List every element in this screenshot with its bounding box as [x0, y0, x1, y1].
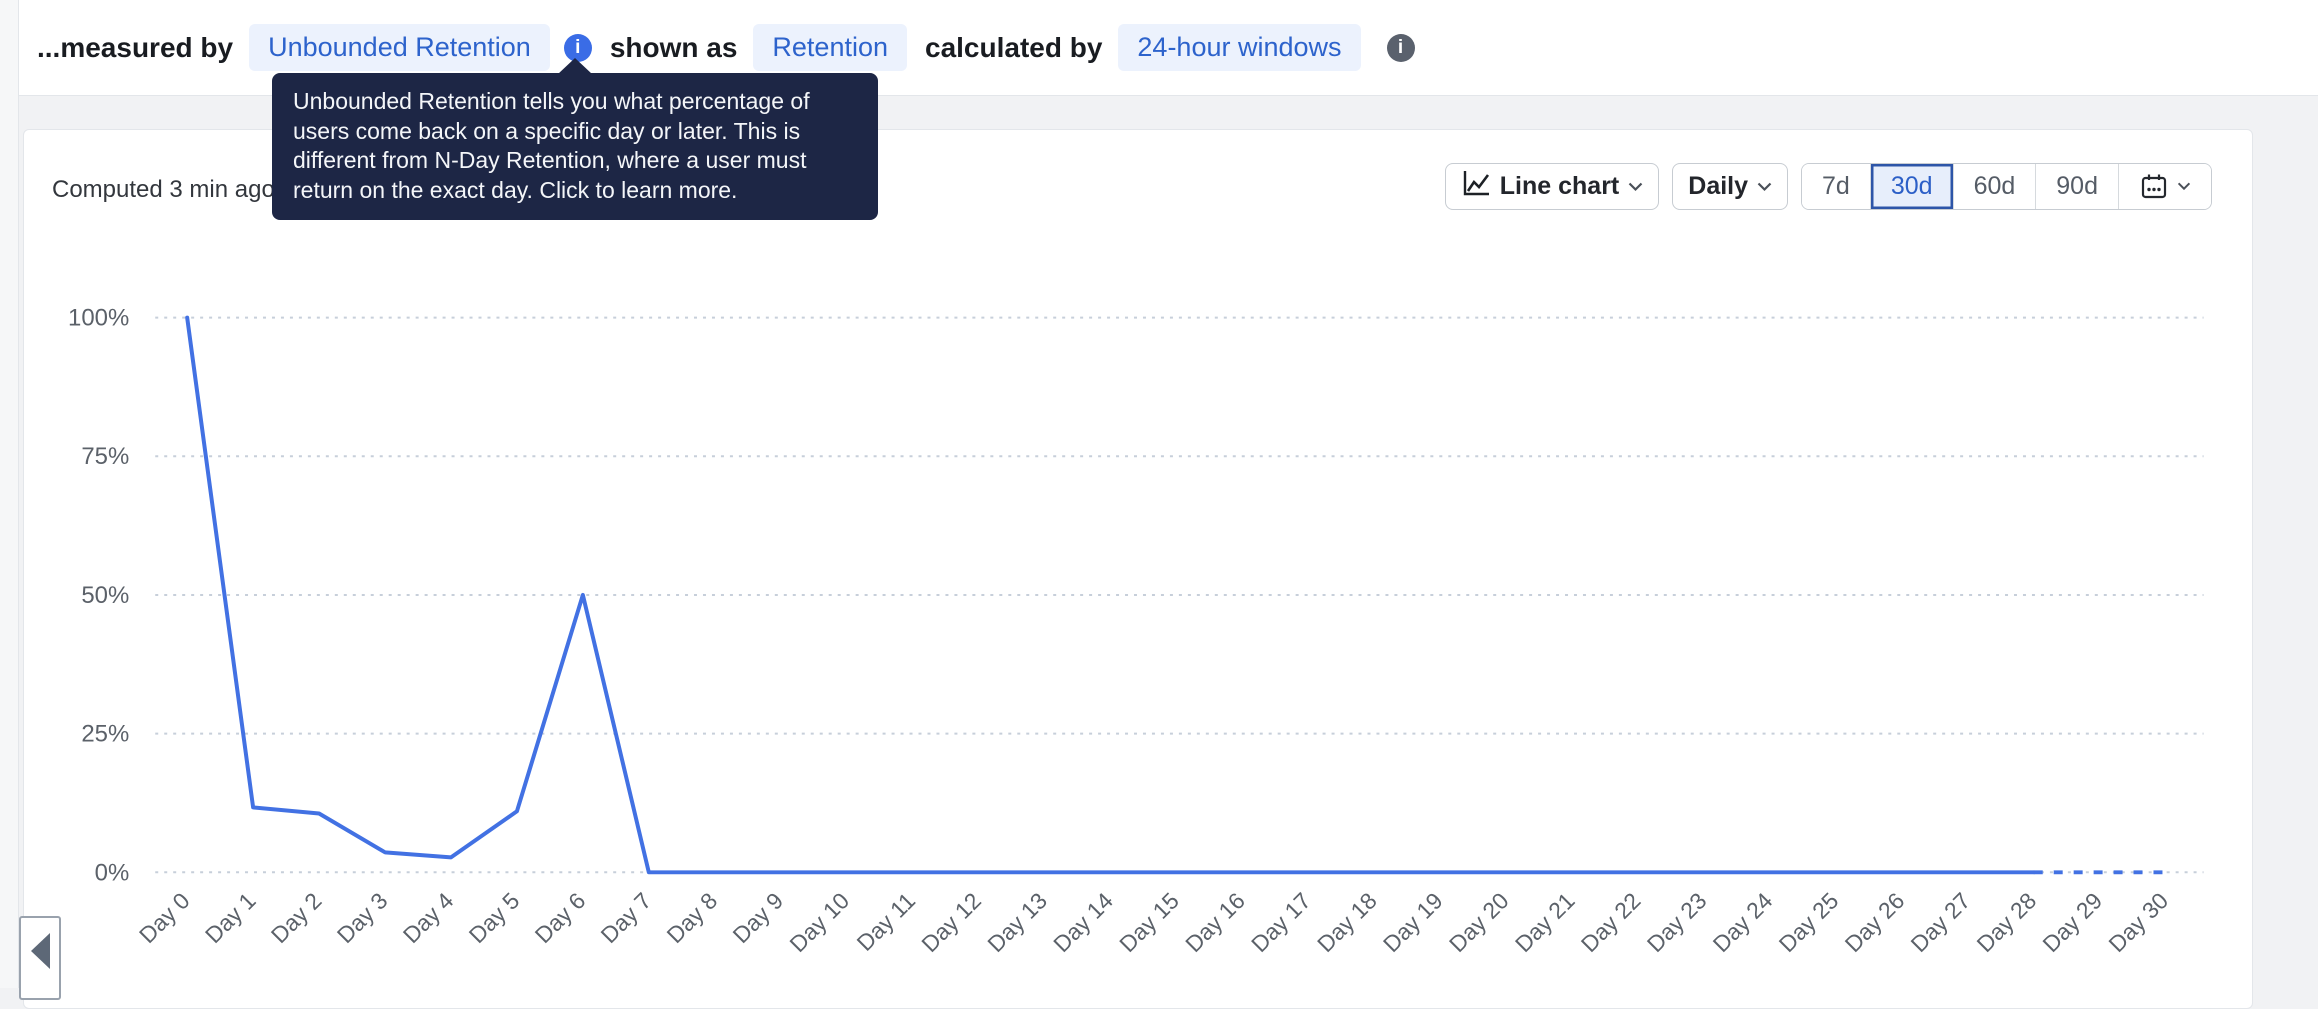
granularity-label: Daily [1688, 172, 1749, 200]
x-tick-label: Day 10 [784, 887, 854, 957]
tooltip-line: different from N-Day Retention, where a … [293, 147, 807, 173]
range-button-30d[interactable]: 30d [1869, 164, 1953, 209]
tooltip-line: users come back on a specific day or lat… [293, 117, 801, 144]
chart-controls: Line chart Daily 7d 30d 60d 90d [1444, 163, 2212, 210]
info-icon[interactable]: i [1386, 33, 1415, 62]
x-tick-label: Day 9 [727, 887, 788, 948]
left-arrow-icon [30, 933, 50, 969]
x-tick-label: Day 30 [2103, 887, 2173, 957]
y-tick-label: 0% [95, 859, 130, 886]
calculated-by-label: calculated by [925, 31, 1103, 63]
x-tick-label: Day 28 [1972, 887, 2042, 957]
x-tick-label: Day 18 [1312, 887, 1382, 957]
x-tick-label: Day 5 [464, 887, 525, 948]
chart-type-button[interactable]: Line chart [1444, 163, 1660, 210]
measure-pill[interactable]: Unbounded Retention [249, 23, 550, 72]
x-tick-label: Day 25 [1774, 887, 1844, 957]
x-tick-label: Day 8 [662, 887, 723, 948]
x-tick-label: Day 29 [2037, 887, 2107, 957]
shown-as-pill[interactable]: Retention [753, 23, 907, 72]
range-button-7d[interactable]: 7d [1802, 164, 1870, 209]
y-tick-label: 100% [68, 305, 129, 332]
chart-type-label: Line chart [1499, 172, 1620, 200]
calendar-icon [2141, 174, 2167, 198]
x-tick-label: Day 3 [332, 887, 393, 948]
x-tick-label: Day 15 [1114, 887, 1184, 957]
tooltip-text: Unbounded Retention tells you what perce… [293, 87, 857, 205]
date-range-calendar-button[interactable] [2118, 164, 2211, 209]
chevron-down-icon [1628, 182, 1643, 191]
x-tick-label: Day 1 [200, 887, 261, 948]
x-tick-label: Day 16 [1180, 887, 1250, 957]
chevron-down-icon [2177, 182, 2191, 191]
info-icon[interactable]: i [563, 33, 592, 62]
x-tick-label: Day 20 [1444, 887, 1514, 957]
range-segmented-control: 7d 30d 60d 90d [1801, 163, 2212, 210]
x-tick-label: Day 2 [266, 887, 327, 948]
range-button-90d[interactable]: 90d [2035, 164, 2118, 209]
x-tick-label: Day 12 [916, 887, 986, 957]
x-tick-label: Day 21 [1510, 887, 1580, 957]
y-tick-label: 75% [81, 443, 129, 470]
x-tick-label: Day 24 [1708, 887, 1778, 957]
computed-status: Computed 3 min ago [52, 176, 275, 203]
x-tick-label: Day 17 [1246, 887, 1316, 957]
x-tick-label: Day 26 [1840, 887, 1910, 957]
x-tick-label: Day 22 [1576, 887, 1646, 957]
left-rail [0, 0, 19, 988]
chevron-down-icon [1757, 182, 1772, 191]
retention-line-chart: 0% 25% 50% 75% 100% Day 0 Day 1 Day 2 Day 3 Day 4… [68, 305, 2204, 957]
x-tick-label: Day 23 [1642, 887, 1712, 957]
x-tick-label: Day 14 [1048, 887, 1118, 957]
range-button-60d[interactable]: 60d [1952, 164, 2036, 209]
x-tick-label: Day 6 [530, 887, 591, 948]
measured-by-label: ...measured by [37, 31, 234, 63]
x-tick-label: Day 27 [1906, 887, 1976, 957]
retention-tooltip: Unbounded Retention tells you what perce… [272, 58, 878, 220]
granularity-button[interactable]: Daily [1672, 163, 1789, 210]
tooltip-line: Unbounded Retention tells you what perce… [293, 88, 810, 114]
tooltip-line: return on the exact day. Click to learn … [293, 176, 738, 203]
window-pill[interactable]: 24-hour windows [1118, 23, 1361, 72]
line-chart-icon [1461, 168, 1491, 205]
retention-line-solid [185, 315, 2036, 875]
chart-panel: Computed 3 min ago Line chart Daily 7d 30… [23, 129, 2253, 1009]
x-tick-label: Day 4 [398, 887, 459, 948]
tooltip-caret [558, 58, 592, 74]
shown-as-label: shown as [609, 31, 738, 63]
x-tick-label: Day 19 [1378, 887, 1448, 957]
x-tick-label: Day 0 [134, 887, 195, 948]
sidebar-collapse-button[interactable] [19, 916, 61, 1000]
y-tick-label: 50% [81, 582, 129, 609]
x-tick-label: Day 11 [852, 887, 921, 956]
x-tick-label: Day 13 [982, 887, 1052, 957]
x-tick-label: Day 7 [596, 887, 657, 948]
y-tick-label: 25% [81, 721, 129, 748]
